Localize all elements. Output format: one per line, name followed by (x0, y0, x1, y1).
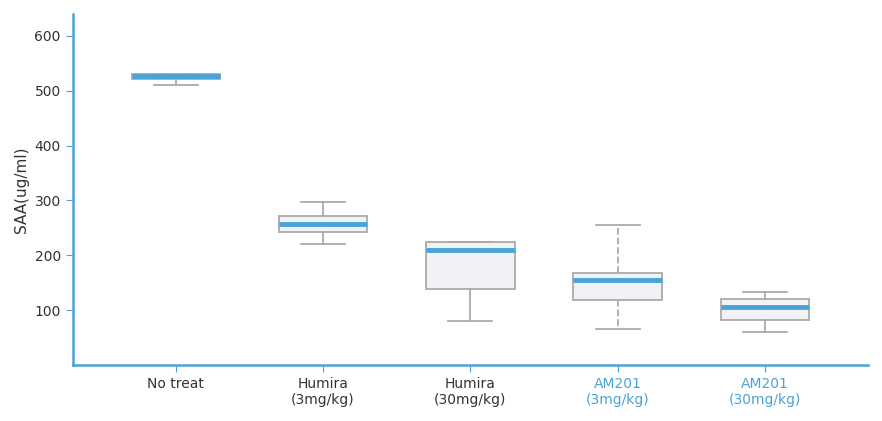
PathPatch shape (279, 216, 367, 232)
PathPatch shape (721, 299, 809, 320)
Y-axis label: SAA(ug/ml): SAA(ug/ml) (14, 146, 29, 233)
PathPatch shape (573, 273, 662, 300)
PathPatch shape (426, 242, 514, 289)
PathPatch shape (131, 74, 220, 79)
